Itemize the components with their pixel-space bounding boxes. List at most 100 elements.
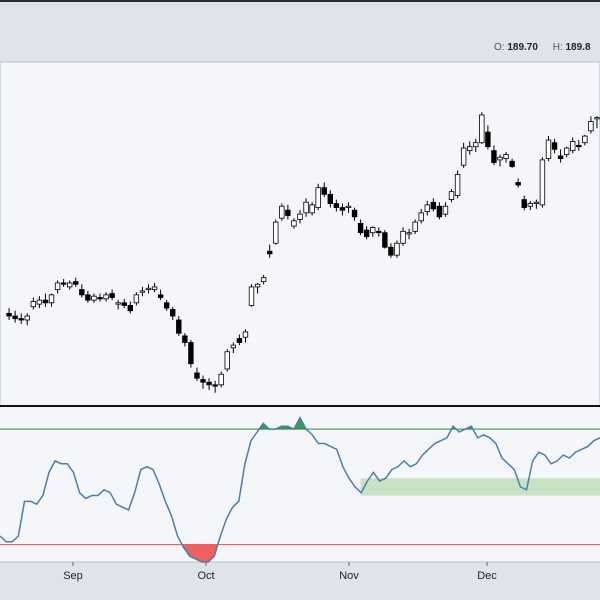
candle [230,342,237,354]
candle [430,198,437,212]
chart-header [0,0,600,34]
candle-body [570,140,576,152]
candle [236,334,243,346]
candle-body [145,287,152,290]
candle-body [545,139,552,159]
candle-body [491,150,497,163]
candle-body [503,154,509,159]
candle-body [321,187,327,195]
candle [242,329,249,343]
price-series [6,112,600,393]
candle [588,116,594,134]
candle [557,149,564,163]
candle-body [460,147,467,166]
candle [394,240,400,258]
candle-body [97,297,103,300]
candle-body [133,294,140,304]
candle-body [594,117,600,120]
candle [194,367,200,381]
candle-body [466,146,473,152]
candle [527,200,534,211]
candle [545,136,552,162]
candle-body [6,312,12,317]
candle [491,145,497,166]
candle [376,227,382,237]
candle [60,278,67,287]
candle [54,280,61,294]
candle-body [242,331,249,338]
candle-body [230,344,237,349]
candle [6,308,12,320]
candle-body [121,302,127,306]
candle-body [212,384,218,387]
candle [460,142,467,168]
overbought-fill [293,417,307,430]
candle [18,313,24,324]
candle-body [85,294,91,301]
candle [12,310,18,323]
candle [260,275,267,285]
candle-body [218,373,224,386]
candle-body [103,294,109,300]
x-tick-label: Dec [477,570,497,582]
candle [24,313,30,326]
candle-body [394,242,400,256]
rsi-series [0,415,600,563]
candle [533,199,540,209]
candle-body [345,205,352,208]
candle-body [79,289,85,296]
candle-body [357,223,364,234]
open-value: 189.70 [507,42,538,53]
candle-body [485,131,491,148]
candle-body [170,309,176,317]
candle [351,207,358,221]
candle [133,292,140,306]
candle-body [303,201,309,214]
candle-body [315,187,321,208]
candle-body [515,181,521,186]
candle [36,296,43,309]
candle-body [139,290,146,293]
candle-body [551,142,558,150]
candle [73,277,79,287]
candle-body [588,121,594,132]
candle [327,190,334,208]
candle [206,378,212,391]
candle [182,333,188,347]
candle-body [473,142,479,148]
candle [485,125,491,150]
candle [30,297,37,310]
x-tick-label: Oct [197,570,214,582]
candle-body [539,159,546,206]
candle [224,349,230,372]
candle [345,202,352,213]
candle-body [224,351,230,370]
candle-body [127,305,134,312]
price-panel-bg [0,61,600,407]
candle [145,284,152,294]
candle-body [24,315,30,321]
candle [66,280,73,290]
candle [339,203,346,216]
candle-body [533,201,540,204]
candle-body [42,299,49,304]
candle [515,178,521,188]
candle [503,151,509,163]
candle [448,189,455,203]
candle-body [285,209,291,216]
candle-body [297,213,303,220]
candle-body [424,204,430,212]
candle-body [151,286,158,290]
ohlc-readout: O: 189.70 H: 189.8 [494,42,600,53]
candle-body [370,226,376,234]
candle [551,138,558,154]
candle-body [18,318,24,321]
candle [170,306,176,320]
candle [212,380,218,393]
candle-body [418,212,424,222]
candle [291,218,297,229]
candle [436,202,443,220]
candle [594,116,600,129]
candle-body [400,230,406,244]
